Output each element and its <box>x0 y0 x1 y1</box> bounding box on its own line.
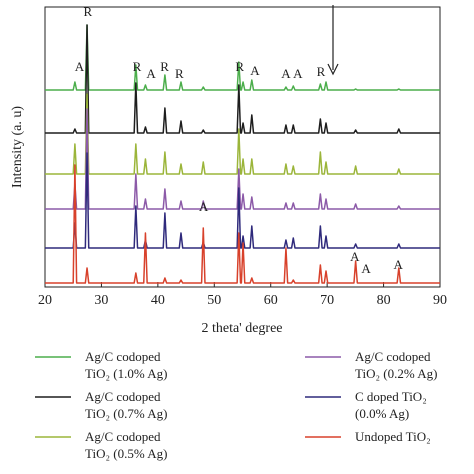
peak-label: A <box>75 59 85 74</box>
legend-label: Ag/C codoped TiO₂ (0.5% Ag) <box>85 429 168 461</box>
legend-label: Ag/C codoped TiO₂ (0.7% Ag) <box>85 389 168 421</box>
peak-label: A <box>146 66 156 81</box>
peak-label: A <box>250 63 260 78</box>
y-axis-label: Intensity (a. u) <box>10 106 25 188</box>
xrd-line <box>45 93 440 175</box>
x-tick-label: 90 <box>433 293 447 308</box>
peak-label: A <box>361 261 371 276</box>
peak-label: R <box>160 59 169 74</box>
legend-label: Ag/C codoped TiO₂ (0.2% Ag) <box>355 349 438 381</box>
peak-label: R <box>133 59 142 74</box>
x-tick-label: 60 <box>264 293 278 308</box>
xrd-line <box>45 24 440 91</box>
x-tick-label: 40 <box>151 293 165 308</box>
legend-label: C doped TiO₂ (0.0% Ag) <box>355 389 427 421</box>
x-axis-label: 2 theta' degree <box>201 321 282 336</box>
xrd-line <box>45 108 440 210</box>
legend-label: Undoped TiO₂ <box>355 429 431 444</box>
arrow-head <box>327 63 339 76</box>
peak-label: A <box>394 257 404 272</box>
peak-label: A <box>293 66 303 81</box>
x-tick-label: 20 <box>38 293 52 308</box>
peak-label: A <box>281 66 291 81</box>
peak-label: R <box>175 66 184 81</box>
peak-label: R <box>84 4 93 19</box>
peak-label: A <box>350 249 360 264</box>
xrd-line <box>45 24 440 134</box>
x-tick-label: 50 <box>207 293 221 308</box>
xrd-line <box>45 164 440 284</box>
x-tick-label: 30 <box>94 293 108 308</box>
x-tick-label: 70 <box>320 293 334 308</box>
plot-frame <box>44 6 441 288</box>
peak-label: R <box>317 64 326 79</box>
xrd-line <box>45 152 440 249</box>
peak-label: A <box>199 199 209 214</box>
x-tick-label: 80 <box>377 293 391 308</box>
legend-label: Ag/C codoped TiO₂ (1.0% Ag) <box>85 349 168 381</box>
peak-label: R <box>235 59 244 74</box>
